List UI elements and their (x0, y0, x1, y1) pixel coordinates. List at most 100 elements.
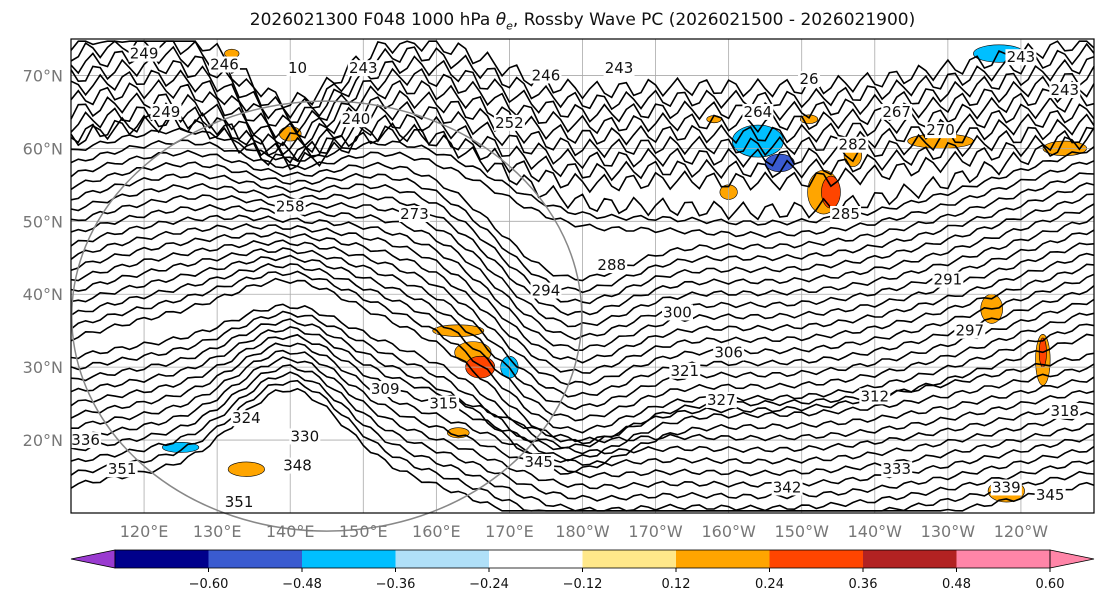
contour-label-bg (150, 103, 182, 120)
theta-e-contour (70, 92, 1095, 170)
longitude-label: 160°W (701, 522, 756, 541)
contour-label-bg (837, 136, 869, 153)
contour-label: 243 (605, 59, 634, 77)
colorbar-segment (395, 550, 489, 568)
contour-label: 243 (1050, 81, 1079, 99)
contour-label-bg (398, 206, 430, 223)
colorbar-tick-label: 0.12 (662, 577, 691, 592)
contour-label: 312 (860, 387, 889, 405)
theta-e-contour (70, 254, 1095, 411)
contour-label-bg (954, 322, 986, 339)
contour-label: 264 (744, 103, 773, 121)
theta-e-contour (70, 127, 1095, 226)
longitude-label: 180°W (555, 522, 610, 541)
theta-e-contour (70, 182, 1095, 316)
theta-e-contour (71, 349, 1095, 479)
contour-label: 10 (288, 59, 307, 77)
theta-e-contour (70, 310, 1095, 462)
theta-e-contour (70, 139, 1095, 238)
theta-e-contour (70, 114, 1095, 194)
theta-e-contour (70, 303, 1095, 449)
longitude-label: 170°W (628, 522, 683, 541)
contour-label-bg (530, 67, 562, 84)
longitude-label: 140°W (848, 522, 903, 541)
contour-label-bg (925, 122, 957, 139)
contour-label-bg (70, 432, 102, 449)
colorbar-segment (582, 550, 676, 568)
theta-e-contour (70, 223, 1095, 364)
colorbar-tick-label: −0.60 (189, 577, 229, 592)
longitude-label: 160°E (412, 522, 461, 541)
contour-lines (70, 40, 1095, 512)
theta-e-contour (70, 270, 1095, 434)
contour-label-bg (742, 103, 774, 120)
colorbar-tick-label: −0.24 (469, 577, 509, 592)
longitude-label: 150°W (775, 522, 830, 541)
latitude-label: 20°N (23, 431, 63, 450)
contour-label: 315 (429, 395, 458, 413)
contour-label: 351 (108, 460, 137, 478)
contour-label: 333 (882, 460, 911, 478)
colorbar-segment (115, 550, 209, 568)
longitude-label: 120°W (994, 522, 1049, 541)
theta-e-contour (70, 161, 1095, 294)
colorbar-tick-label: −0.48 (282, 577, 322, 592)
colorbar-tick-label: −0.12 (563, 577, 603, 592)
colorbar-segment (769, 550, 863, 568)
theta-e-contour (70, 247, 1095, 398)
contour-label-bg (274, 198, 306, 215)
contour-label-bg (1005, 49, 1037, 66)
contour-label: 267 (882, 103, 911, 121)
contour-label-bg (932, 271, 964, 288)
contour-label: 243 (349, 59, 378, 77)
theta-e-contour (70, 333, 1095, 455)
contour-label: 246 (210, 56, 239, 74)
theta-e-contour (70, 318, 1095, 473)
contour-label: 285 (831, 205, 860, 223)
contour-label-bg (596, 257, 628, 274)
contour-label-bg (859, 388, 891, 405)
map-title: 2026021300 F048 1000 hPa θe, Rossby Wave… (249, 10, 916, 33)
contour-label: 294 (532, 282, 561, 300)
theta-e-contour (70, 194, 1095, 328)
colorbar-extend-max (1049, 549, 1095, 569)
theta-e-contour (70, 56, 1095, 135)
contour-label-bg (881, 461, 913, 478)
theta-e-contour (70, 204, 1095, 341)
contour-label: 351 (225, 493, 254, 511)
contour-label-bg (523, 453, 555, 470)
contour-label-bg (603, 60, 635, 77)
contour-label-bg (771, 479, 803, 496)
theta-e-contour (70, 263, 1095, 422)
contour-label: 252 (495, 114, 524, 132)
colorbar-tick-label: 0.48 (942, 577, 971, 592)
contour-label: 348 (283, 457, 312, 475)
contour-label: 249 (152, 103, 181, 121)
contour-label-bg (369, 381, 401, 398)
contour-label-bg (881, 103, 913, 120)
contour-label: 300 (663, 303, 692, 321)
contour-label-bg (347, 60, 379, 77)
contour-label: 306 (714, 344, 743, 362)
colorbar-segment (489, 550, 583, 568)
theta-e-contour (70, 149, 1095, 282)
longitude-label: 150°E (339, 522, 388, 541)
plot-area: 249 246 10 243 246 243 249 240 252 26 264 267 270 282… (70, 38, 1095, 532)
theta-e-contour (70, 371, 1095, 512)
contour-label-bg (282, 457, 314, 474)
longitude-label: 130°W (921, 522, 976, 541)
contour-label-bg (713, 344, 745, 361)
colorbar-extend-min (70, 549, 116, 569)
colorbar-segment (208, 550, 302, 568)
contour-label-bg (798, 71, 821, 88)
contour-label-bg (286, 60, 309, 77)
theta-e-contour (70, 356, 1095, 490)
colorbar-tick-label: 0.60 (1036, 577, 1065, 592)
contour-label-bg (669, 362, 701, 379)
contour-label: 273 (400, 205, 429, 223)
reference-circle-outline (71, 100, 583, 532)
colorbar-segment (956, 550, 1050, 568)
latitude-labels: 20°N 30°N 40°N 50°N 60°N 70°N (23, 66, 63, 450)
colorbar-segment (676, 550, 770, 568)
theta-e-contour (70, 277, 1095, 445)
